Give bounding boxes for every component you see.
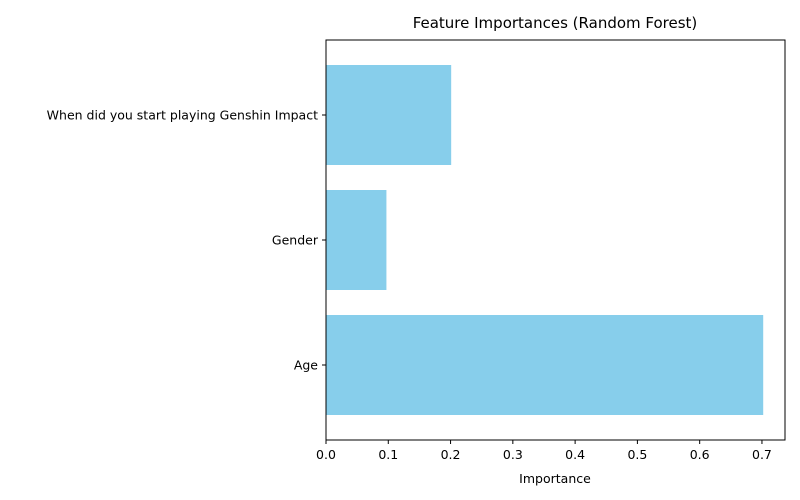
x-tick-label: 0.1 <box>378 447 398 462</box>
x-tick-label: 0.0 <box>316 447 336 462</box>
x-tick-label: 0.4 <box>565 447 585 462</box>
x-tick-label: 0.5 <box>627 447 647 462</box>
x-tick-label: 0.2 <box>441 447 461 462</box>
x-tick-label: 0.7 <box>752 447 772 462</box>
plot-frame <box>325 39 786 441</box>
x-tick-label: 0.6 <box>690 447 710 462</box>
y-tick-label: Age <box>294 358 318 373</box>
bar-2 <box>326 65 452 165</box>
bar-1 <box>326 190 387 290</box>
chart-title: Feature Importances (Random Forest) <box>413 14 698 32</box>
bar-0 <box>326 315 764 415</box>
x-tick-label: 0.3 <box>503 447 523 462</box>
bars-group <box>326 65 764 415</box>
x-axis-label: Importance <box>519 471 591 486</box>
x-axis-ticks: 0.0 0.1 0.2 0.3 0.4 0.5 0.6 0.7 <box>316 440 772 462</box>
y-axis-ticks: Age Gender When did you start playing Gens… <box>47 108 326 373</box>
y-tick-label: Gender <box>272 233 319 248</box>
y-tick-label: When did you start playing Genshin Impac… <box>47 108 318 123</box>
